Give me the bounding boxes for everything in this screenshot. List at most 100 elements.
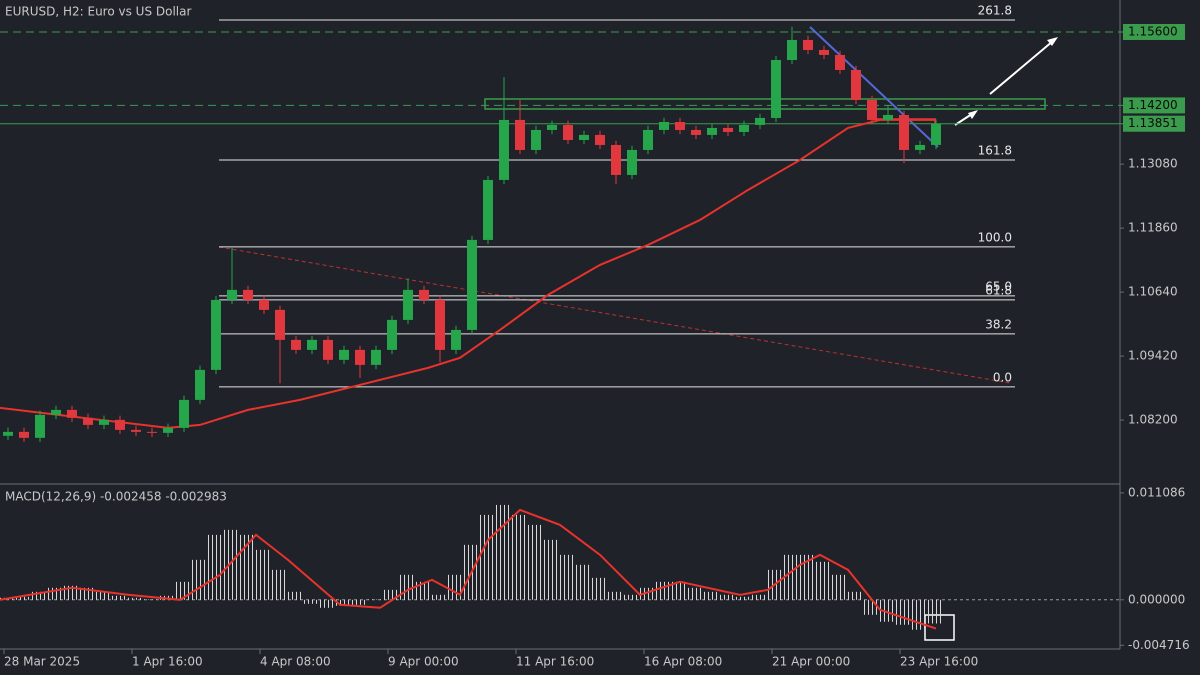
candle-body xyxy=(179,399,189,428)
macd-histogram-bar xyxy=(128,597,144,600)
y-tick-label: 1.10640 xyxy=(1128,285,1178,299)
macd-histogram-bar xyxy=(32,591,48,600)
candle-body xyxy=(867,99,877,120)
candle-body xyxy=(627,149,637,175)
macd-histogram-bar xyxy=(672,581,688,600)
y-tick-label: -0.004716 xyxy=(1128,638,1190,652)
candle-body xyxy=(931,123,941,145)
zone-rectangle xyxy=(484,98,1046,110)
macd-histogram-bar xyxy=(592,577,608,600)
macd-histogram-bar xyxy=(288,591,304,600)
macd-histogram-bar xyxy=(16,596,32,600)
candle-body xyxy=(195,369,205,400)
macd-histogram-bar xyxy=(192,559,208,600)
x-tick-label: 4 Apr 08:00 xyxy=(260,655,331,669)
candle-body xyxy=(211,299,221,370)
macd-histogram-bar xyxy=(80,587,96,600)
candle-body xyxy=(611,144,621,175)
macd-histogram-bar xyxy=(800,554,816,600)
candle-body xyxy=(19,431,29,438)
macd-histogram-bar xyxy=(816,561,832,600)
candle-body xyxy=(387,319,397,350)
candle-body xyxy=(275,309,285,340)
macd-histogram-bar xyxy=(704,591,720,600)
macd-signal-line xyxy=(0,508,937,630)
macd-histogram-bar xyxy=(848,591,864,600)
y-tick-label: 1.11860 xyxy=(1128,221,1178,235)
macd-histogram-bar xyxy=(208,534,224,600)
candle-body xyxy=(115,419,125,430)
fib-label: 161.8 xyxy=(978,143,1012,157)
candle-body xyxy=(563,124,573,140)
candle-body xyxy=(147,431,157,433)
macd-histogram-bar xyxy=(352,599,368,605)
macd-histogram-bar xyxy=(736,596,752,600)
candle-body xyxy=(851,69,861,100)
macd-histogram-bar xyxy=(144,599,160,600)
macd-histogram-bar xyxy=(896,599,912,625)
candle-body xyxy=(755,117,765,125)
price-label: 1.14200 xyxy=(1128,98,1178,112)
candle-body xyxy=(371,349,381,365)
arrow-head xyxy=(1047,37,1058,46)
candle-body xyxy=(883,114,893,120)
price-label: 1.15600 xyxy=(1128,24,1178,38)
macd-histogram-bar xyxy=(224,529,240,600)
fib-label: 0.0 xyxy=(993,370,1012,384)
macd-histogram-bar xyxy=(320,599,336,608)
price-label-box xyxy=(1123,97,1185,114)
candle-body xyxy=(403,289,413,320)
arrow-head xyxy=(968,110,978,119)
candle-body xyxy=(723,127,733,132)
candle-body xyxy=(787,39,797,60)
candle-body xyxy=(819,49,829,55)
y-tick-label: 1.08200 xyxy=(1128,413,1178,427)
candle-body xyxy=(291,339,301,350)
y-tick-label: 1.09420 xyxy=(1128,349,1178,363)
candle-body xyxy=(451,329,461,350)
candle-body xyxy=(915,144,925,150)
candle-body xyxy=(3,431,13,436)
macd-histogram-bar xyxy=(688,587,704,600)
candle-body xyxy=(835,54,845,70)
macd-histogram-bar xyxy=(832,574,848,600)
macd-histogram-bar xyxy=(256,549,272,600)
candle-body xyxy=(547,124,557,130)
candle-body xyxy=(899,114,909,150)
macd-histogram-bar xyxy=(720,594,736,600)
macd-histogram-bar xyxy=(640,587,656,600)
macd-histogram-bar xyxy=(432,594,448,600)
macd-histogram-bar xyxy=(48,587,64,600)
candle-body xyxy=(515,119,525,150)
trend-line xyxy=(809,26,939,148)
fib-label: 65.0 xyxy=(985,279,1012,293)
candle-body xyxy=(771,59,781,118)
candle-body xyxy=(99,419,109,425)
candle-body xyxy=(419,289,429,300)
price-label: 1.13851 xyxy=(1128,116,1178,130)
macd-histogram-bar xyxy=(608,591,624,600)
x-tick-label: 11 Apr 16:00 xyxy=(516,655,594,669)
macd-histogram-bar xyxy=(96,591,112,600)
macd-histogram-bar xyxy=(304,599,320,604)
candle-body xyxy=(675,121,685,130)
macd-histogram-bar xyxy=(480,514,496,600)
macd-histogram-bar xyxy=(416,581,432,600)
fib-label: 38.2 xyxy=(985,317,1012,331)
macd-histogram-bar xyxy=(448,574,464,600)
macd-histogram-bar xyxy=(880,599,896,622)
candle-body xyxy=(739,124,749,132)
y-tick-label: 1.13080 xyxy=(1128,157,1178,171)
candle-body xyxy=(227,289,237,300)
arrow xyxy=(989,40,1054,95)
candle-body xyxy=(467,239,477,330)
y-tick-label: 0.011086 xyxy=(1128,485,1185,499)
macd-histogram-bar xyxy=(928,599,944,624)
indicator-title: MACD(12,26,9) -0.002458 -0.002983 xyxy=(5,490,227,504)
candle-body xyxy=(531,129,541,150)
macd-histogram-bar xyxy=(368,599,384,600)
macd-histogram-bar xyxy=(528,524,544,600)
candle-body xyxy=(483,179,493,240)
